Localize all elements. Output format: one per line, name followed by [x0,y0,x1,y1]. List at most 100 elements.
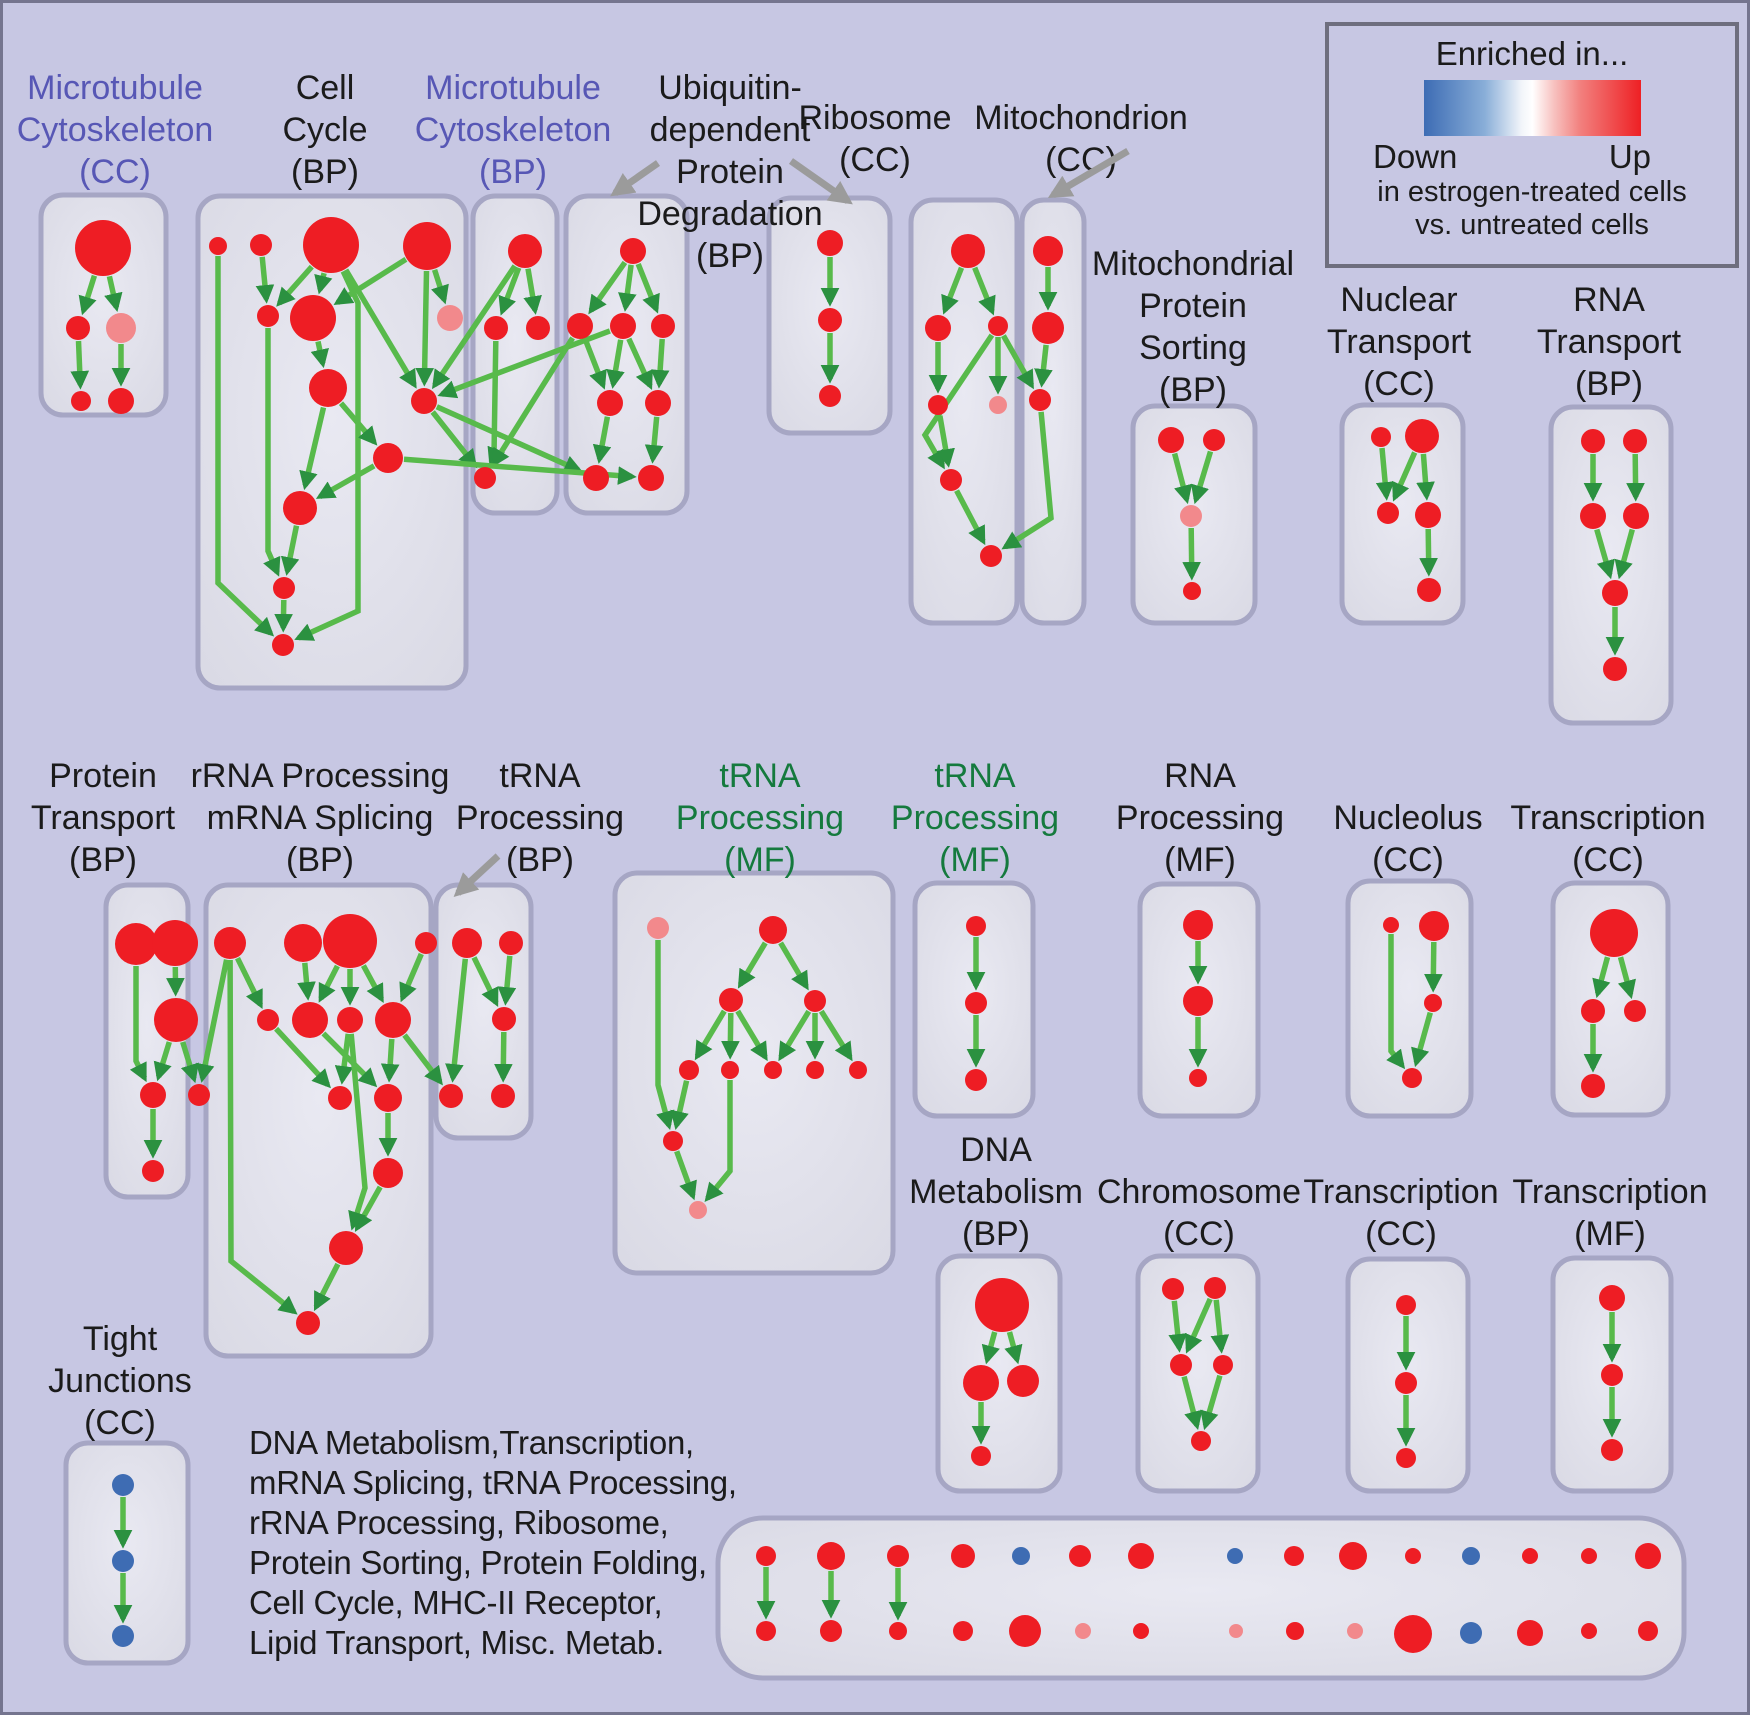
caption-line: Cell Cycle, MHC-II Receptor, [249,1584,663,1621]
node-s4 [1183,582,1201,600]
node-b1 [452,928,482,958]
group-label-trna-processing-bp: (BP) [506,841,574,879]
node-q1 [214,927,246,959]
legend: Enriched in... Down Up in estrogen-treat… [1325,22,1739,268]
edge-cc10-cc11 [315,463,376,499]
node-mta6 [1069,1545,1091,1567]
node-cc11 [283,491,317,525]
legend-subtitle-2: vs. untreated cells [1415,209,1649,241]
group-label-ubiquitin-a: Degradation [637,195,822,233]
node-cc13 [272,634,294,656]
edge-mt3-r7 [1001,411,1054,550]
node-u5 [597,390,623,416]
edge-q1-q13 [227,959,298,1315]
edge-i3-i5 [1181,1375,1203,1431]
misc-cluster-caption: DNA Metabolism,Transcription, mRNA Splic… [249,1423,737,1663]
node-s1 [1158,427,1184,453]
group-label-ubiquitin-a: dependent [650,111,811,149]
edge-a1-a2 [78,274,98,316]
node-mta10 [1339,1542,1367,1570]
group-label-rna-transport: RNA [1573,281,1645,319]
group-label-mitochondrion: (CC) [1045,141,1117,179]
node-mtb2 [820,1620,842,1642]
edge-r4-r6 [936,415,955,468]
node-c10 [663,1131,683,1151]
caption-line: Lipid Transport, Misc. Metab. [249,1624,664,1661]
node-mtb10 [1347,1623,1363,1639]
node-p4 [140,1082,166,1108]
node-cc6 [290,295,336,341]
group-label-nuclear-transport: (CC) [1363,365,1435,403]
node-g3 [1624,1000,1646,1022]
node-t4 [1415,502,1441,528]
edge-q8-q10 [380,1038,400,1083]
group-label-trna-processing-bp: Processing [456,799,624,837]
node-mtb15 [1638,1621,1658,1641]
node-mtb1 [756,1621,776,1641]
edge-r3-mt3 [1001,334,1034,390]
node-f1 [1383,917,1399,933]
node-m2 [484,316,508,340]
edge-c10-c11 [674,1150,697,1201]
edge-q3-q6 [318,964,340,1003]
group-label-rrna-processing-mrna-splicing: rRNA Processing [191,757,450,795]
annotation-arrow-1 [788,158,853,205]
node-a3 [106,313,136,343]
node-w1 [112,1474,134,1496]
node-b5 [491,1084,515,1108]
edge-cc5-cc12 [263,328,281,577]
edge-a2-a4 [70,340,90,390]
group-label-trna-processing-mf-small: tRNA [934,757,1016,795]
node-r4 [928,395,948,415]
edge-cc3-cc6 [314,272,333,295]
group-label-transcription-mf: Transcription [1512,1173,1707,1211]
node-u4 [651,314,675,338]
caption-line: rRNA Processing, Ribosome, [249,1504,669,1541]
edge-s3-s4 [1182,527,1201,581]
edge-cc3-cc5 [276,264,314,307]
node-c6 [721,1061,739,1079]
edge-c4-c9 [818,1009,853,1062]
edge-p3-p4 [153,1041,172,1082]
group-label-microtubule-bp: (BP) [479,153,547,191]
node-mtb5 [1009,1615,1041,1647]
node-mta3 [887,1545,909,1567]
node-u7 [583,465,609,491]
node-v5 [1602,580,1628,606]
edge-cc12-cc13 [274,599,293,633]
group-label-trna-processing-mf-large: (MF) [724,841,796,879]
annotation-arrow-0 [610,160,661,197]
node-mtb9 [1286,1622,1304,1640]
node-h3 [1007,1365,1039,1397]
group-label-microtubule-bp: Cytoskeleton [415,111,612,149]
node-v4 [1623,503,1649,529]
caption-line: mRNA Splicing, tRNA Processing, [249,1464,737,1501]
group-label-transcription-cc-low: (CC) [1365,1215,1437,1253]
node-b2 [499,931,523,955]
node-u1 [620,238,646,264]
legend-up-label: Up [1608,138,1651,175]
group-label-mito-protein-sorting: Mitochondrial [1092,245,1294,283]
edge-s2-s3 [1191,450,1214,505]
node-mta13 [1522,1548,1538,1564]
annotation-arrow-2 [1047,147,1130,199]
node-i3 [1170,1354,1192,1376]
node-mtb4 [953,1621,973,1641]
group-box-dna-metabolism [935,1253,1063,1494]
edge-cc4-cc9 [415,270,435,387]
edge-q4-q8 [399,952,424,1003]
group-label-transcription-cc-mid: Transcription [1510,799,1705,837]
edge-q1-q5 [235,956,263,1009]
group-label-rrna-processing-mrna-splicing: mRNA Splicing [207,799,434,837]
node-q6 [292,1002,328,1038]
node-cc12 [273,577,295,599]
group-label-rrna-processing-mrna-splicing: (BP) [286,841,354,879]
edge-p3-p5 [180,1041,199,1084]
node-m1 [508,234,542,268]
edge-h1-h2 [981,1331,1000,1365]
edge-p1-p4 [129,966,147,1083]
group-label-microtubule-bp: Microtubule [425,69,601,107]
node-t3 [1377,502,1399,524]
group-label-nuclear-transport: Transport [1327,323,1472,361]
node-g4 [1581,1074,1605,1098]
